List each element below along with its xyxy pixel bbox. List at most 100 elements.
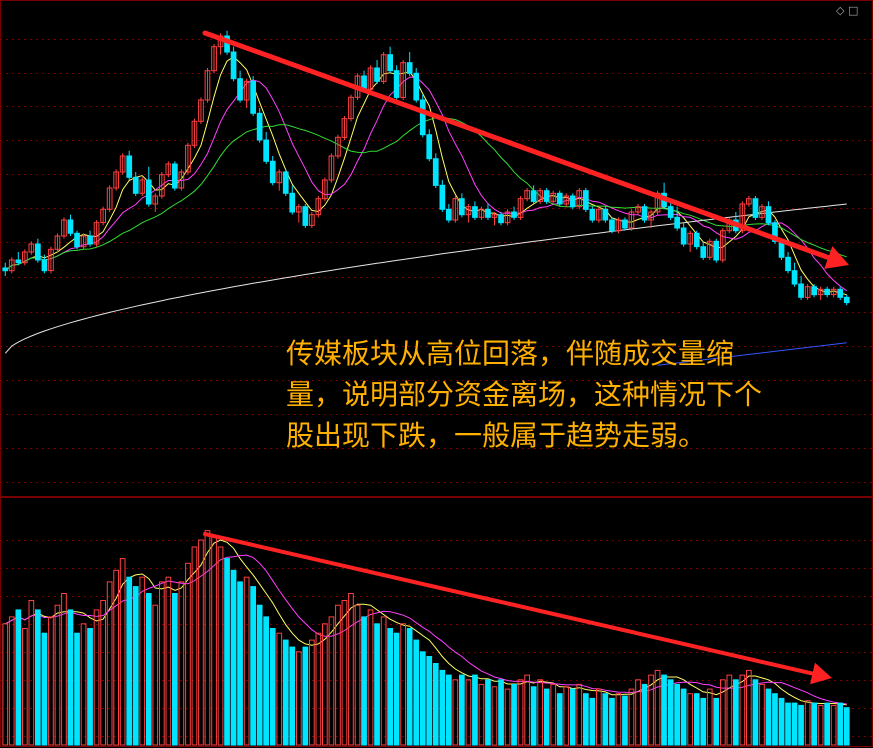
candle-down [2,267,9,272]
volume-bar-down [126,576,133,746]
trend-arrows [202,30,849,685]
candle-up [830,288,837,296]
volume-bar-up [28,600,35,746]
volume-bar-down [602,693,609,746]
candle-down [126,155,133,178]
candle-down [530,190,537,202]
volume-bar-up [726,674,733,746]
volume-bar-down [432,663,439,746]
candle-up [198,99,204,122]
candle-up [341,118,348,138]
candle-down [674,216,680,229]
volume-bar-down [569,688,576,746]
volume-ma10-line [5,554,847,705]
volume-bar-up [746,669,752,746]
volume-bar-up [198,539,204,746]
volume-bar-up [400,623,406,746]
candle-down [426,134,433,160]
volume-bar-down [74,632,80,746]
volume-bar-up [759,683,765,746]
volume-bar-down [145,593,152,746]
candle-down [15,259,22,264]
candle-up [739,203,746,232]
diamond-icon[interactable]: ◇ [836,4,845,17]
candle-down [289,192,296,213]
volume-bar-up [159,581,165,746]
volume-bar-up [48,616,54,746]
volume-bar-up [119,558,126,746]
candle-up [165,163,172,176]
square-icon[interactable]: □ [847,4,859,17]
volume-bar-down [609,697,615,746]
ma20-line [4,116,847,272]
volume-bar-down [778,697,785,746]
volume-bar-up [2,623,9,746]
candle-up [746,198,752,205]
candle-down [132,176,139,194]
volume-bar-down [837,702,844,746]
volume-bar-up [720,679,726,746]
candle-up [276,171,283,184]
volume-bar-up [322,623,328,746]
candle-down [263,139,269,162]
volume-bar-down [700,697,707,746]
candle-up [119,155,126,173]
price-trend-arrow-shaft [202,30,831,261]
annotation-text: 传媒板块从高位回落，伴随成交量缩量，说明部分资金离场，这种情况下个股出现下跌，一… [286,337,763,452]
volume-bar-up [100,600,107,746]
candle-up [152,195,159,205]
candle-down [589,208,596,221]
volume-bar-up [152,604,159,746]
candle-up [628,211,635,229]
candle-down [35,243,41,261]
candle-up [48,248,54,272]
volume-bar-up [165,576,172,746]
volume-bar-up [687,693,693,746]
volume-bar-up [296,651,302,746]
volume-bar-up [61,593,67,746]
volume-bar-down [361,616,367,746]
candle-down [472,206,478,218]
candle-up [504,211,511,224]
volume-bar-up [804,700,811,746]
ma120-line [657,342,847,366]
volume-bar-up [8,616,15,746]
volume-bar-down [302,646,309,746]
volume-bar-down [15,609,22,746]
candle-down [824,288,830,296]
volume-bar-up [185,562,191,746]
volume-bar-down [667,679,674,746]
candle-down [87,235,93,245]
volume-bar-up [106,581,113,746]
candle-up [243,80,250,101]
volume-bar-down [798,704,804,746]
volume-bar-up [243,576,250,746]
candle-up [465,206,472,216]
candle-down [145,179,152,205]
candle-down [459,198,465,216]
panel-toolbar[interactable]: ◇ □ [836,4,866,18]
candle-up [804,286,811,298]
candle-down [752,198,759,218]
candle-up [106,187,113,210]
candle-down [432,158,439,186]
volume-bar-up [217,546,224,746]
candle-up [563,195,570,205]
volume-bar-up [465,679,472,746]
candle-up [61,219,67,237]
volume-bar-up [648,674,654,746]
candle-down [602,208,609,221]
volume-bar-up [113,569,120,746]
volume-bar-up [93,609,100,746]
volume-bar-down [289,646,296,746]
volume-bar-down [269,628,276,746]
candle-up [706,240,713,258]
candle-up [185,144,191,173]
candle-down [302,206,309,226]
volume-bar-up [341,600,348,746]
candle-up [400,62,406,98]
candle-down [237,78,243,101]
volume-bar-up [309,639,315,746]
volume-bar-down [132,586,139,746]
